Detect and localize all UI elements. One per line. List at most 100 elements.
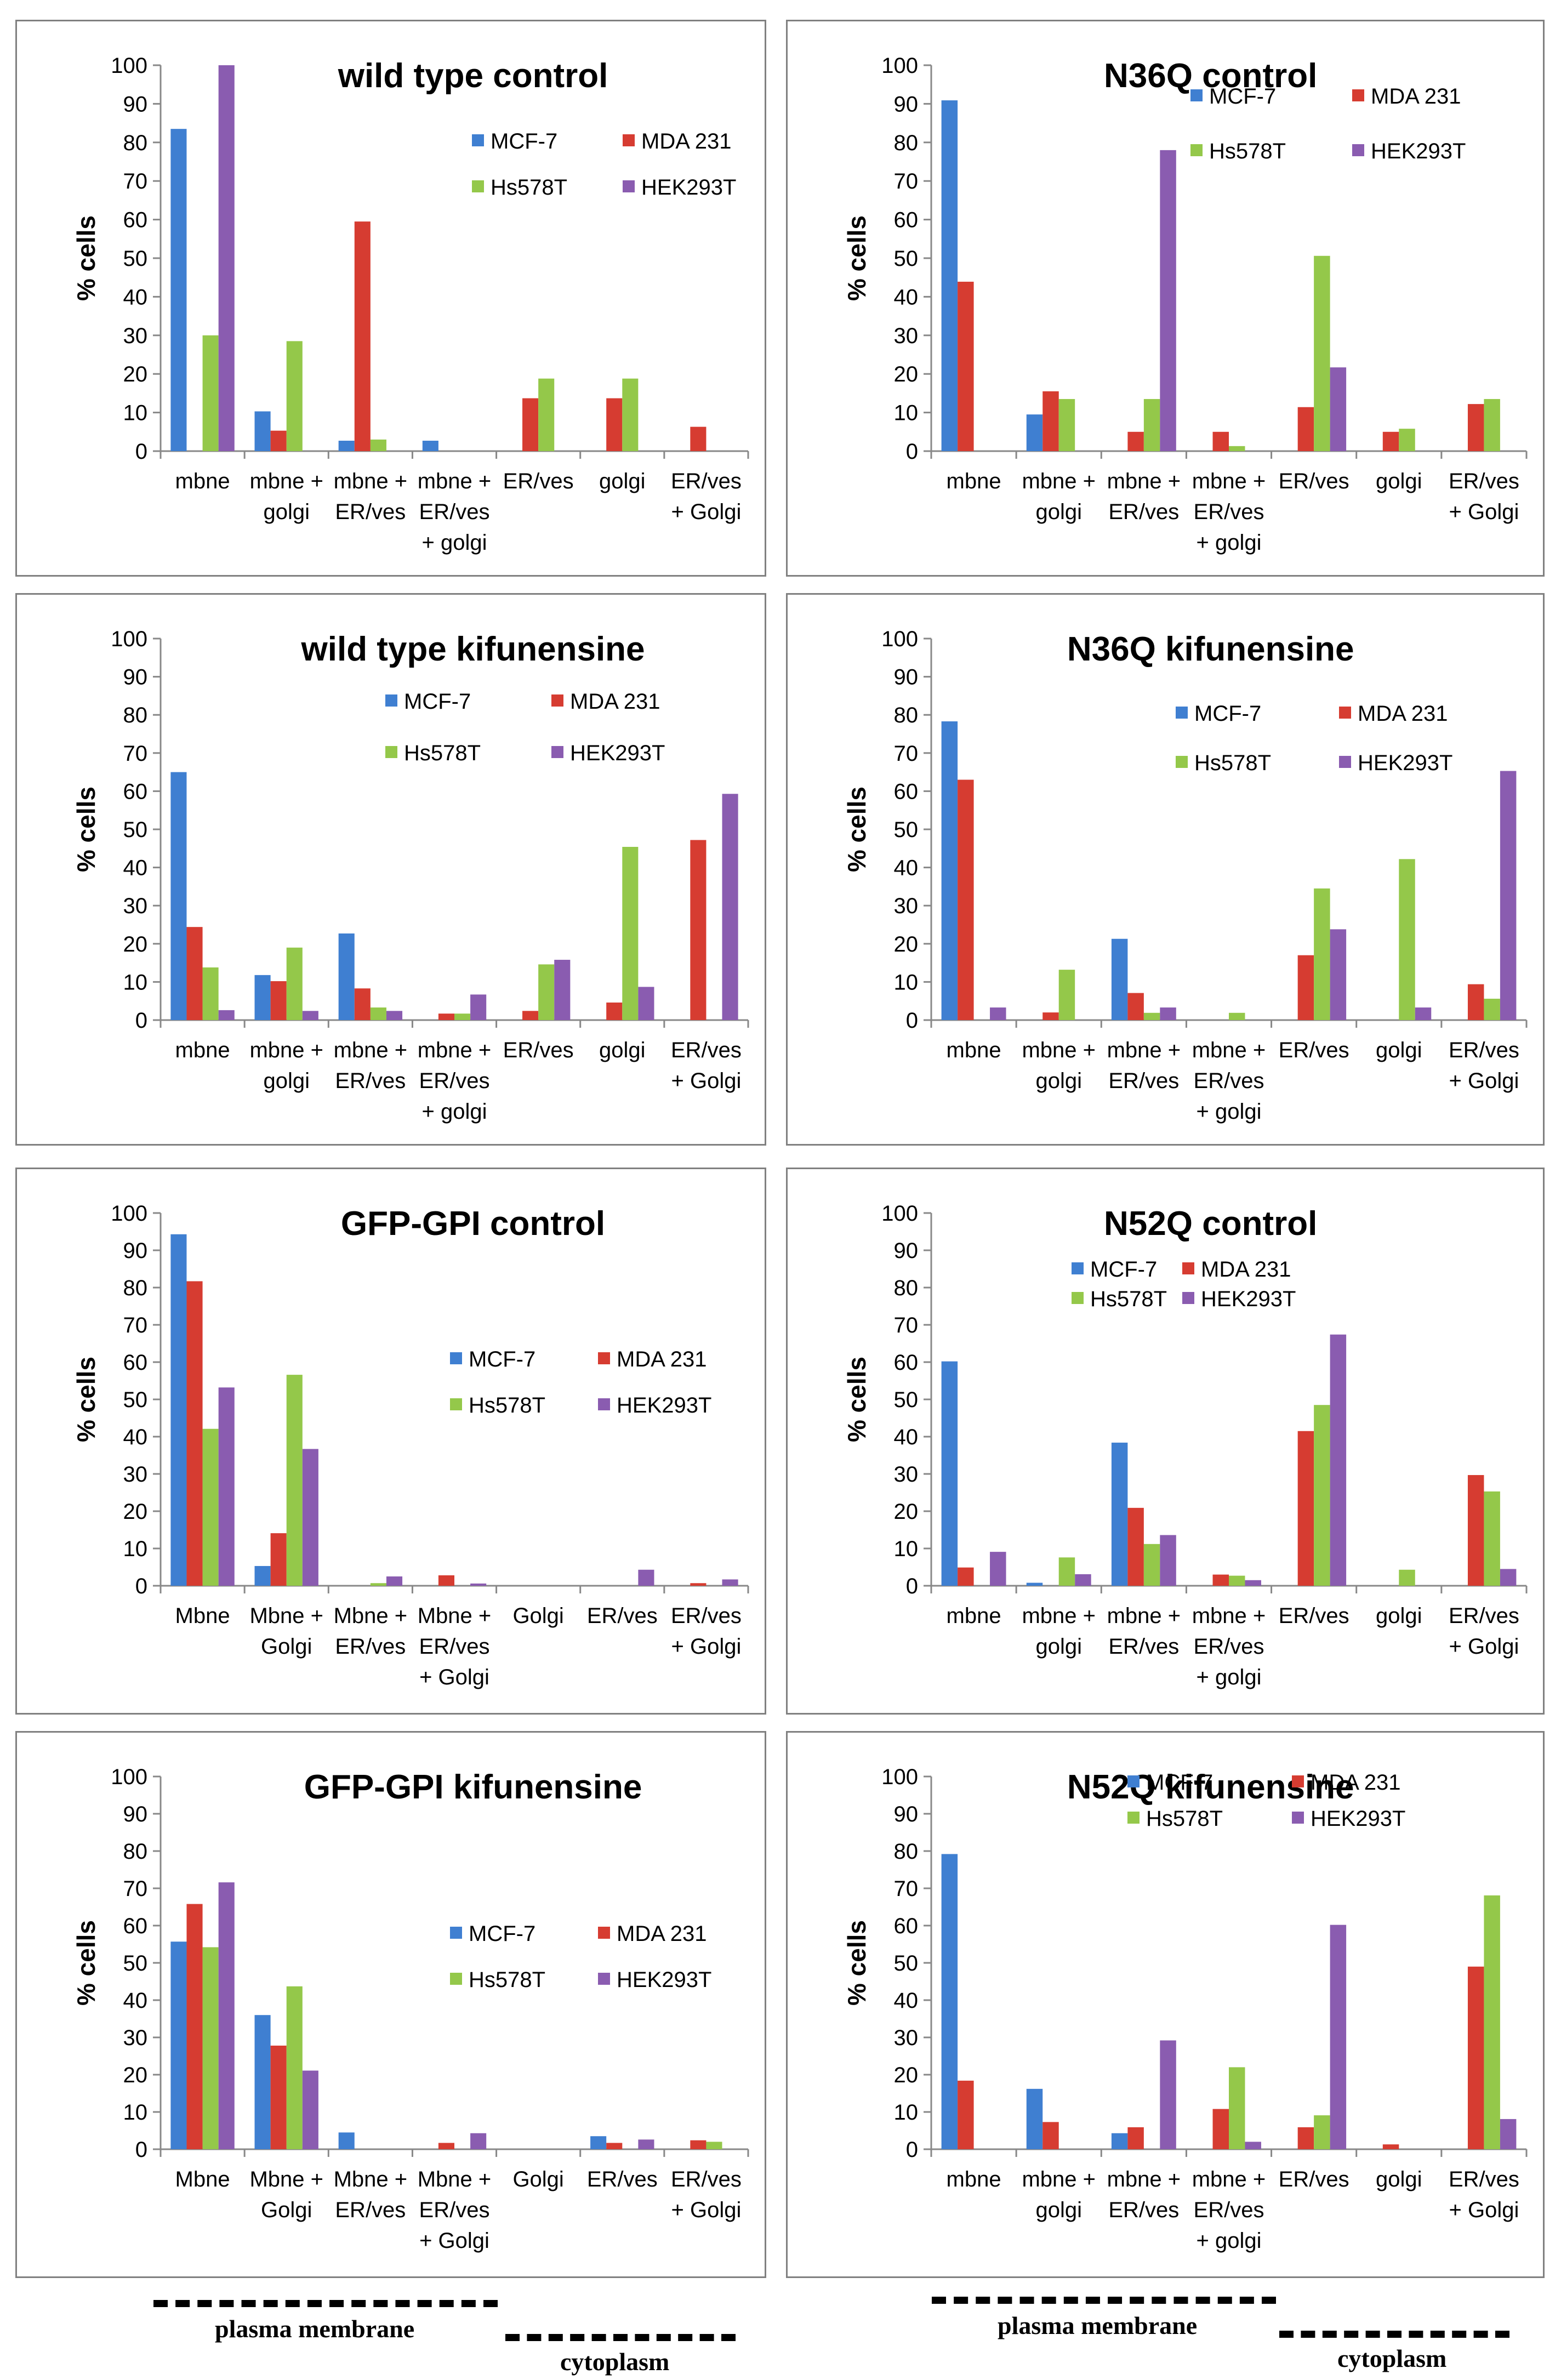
legend-swatch-mcf-7 [450,1927,462,1939]
y-tick-label: 60 [123,779,148,804]
y-tick-label: 20 [894,2063,919,2087]
chart-title: GFP-GPI kifunensine [304,1768,642,1806]
legend-label-hs578t: Hs578T [469,1968,545,1992]
bar-hek293t [1500,771,1517,1020]
bar-mcf-7 [590,2136,607,2149]
y-tick-label: 90 [894,1802,919,1826]
chart-panel: 0 10 20 30 40 50 60 70 80 90 100 % cells N52Q kifune… [786,1731,1545,2278]
x-category-label: mbne + golgi [249,469,323,524]
legend-label-hek293t: HEK293T [641,175,736,200]
y-tick-label: 100 [881,1765,918,1789]
bar-hek293t [1075,1574,1091,1586]
bar-mda-231 [186,927,203,1020]
bar-hek293t [218,1387,235,1586]
bar-hek293t [990,1552,1006,1586]
bar-hek293t [1330,367,1347,451]
x-category-label: ER/ves + Golgi [671,1038,742,1093]
bar-hs578t [370,439,386,451]
chart-title: N36Q control [1104,57,1317,95]
bar-hek293t [638,987,654,1020]
legend-swatch-hek293t [598,1973,610,1985]
x-category-label: mbne [947,2167,1001,2191]
legend-swatch-mcf-7 [472,134,484,146]
chart-svg: 0 10 20 30 40 50 60 70 80 90 100 % cells N36Q kifune… [842,627,1528,1124]
bar-mda-231 [438,1575,454,1586]
bar-mda-231 [1127,431,1144,451]
y-tick-label: 0 [135,2138,147,2162]
legend-swatch-hs578t [1072,1292,1084,1304]
bar-hs578t [286,1375,303,1586]
y-tick-label: 20 [123,932,148,956]
chart-panel: 0 10 20 30 40 50 60 70 80 90 100 % cells GFP-GPI kif… [15,1731,766,2278]
x-category-label: ER/ves + Golgi [671,469,742,524]
x-category-label: mbne + golgi [1022,1038,1096,1093]
bar-mda-231 [1382,2144,1399,2149]
x-category-label: mbne [947,1604,1001,1628]
x-category-label: ER/ves [587,1604,658,1628]
x-category-label: ER/ves [1279,2167,1349,2191]
chart-title: GFP-GPI control [341,1205,605,1243]
legend-label-mcf-7: MCF-7 [491,129,557,153]
bar-mcf-7 [941,100,958,452]
legend-swatch-hek293t [598,1398,610,1410]
x-category-label: mbne [947,469,1001,493]
bar-mda-231 [1297,955,1314,1020]
legend-label-hs578t: Hs578T [1146,1807,1223,1831]
bar-hek293t [1160,150,1176,451]
bar-hek293t [1160,1007,1176,1020]
bar-hs578t [1484,999,1500,1020]
y-tick-label: 50 [123,1388,148,1412]
bar-mcf-7 [1026,1582,1043,1586]
bar-hek293t [722,1579,738,1586]
y-tick-label: 90 [894,1239,919,1263]
bar-mcf-7 [170,1941,187,2149]
x-category-label: mbne + ER/ves + golgi [418,1038,492,1124]
bar-hs578t [538,964,555,1020]
bar-mda-231 [606,398,623,451]
bar-hs578t [454,1014,471,1020]
legend-label-mda-231: MDA 231 [1371,84,1461,109]
legend-swatch-mda-231 [598,1352,610,1364]
bar-hek293t [1330,1334,1347,1586]
cytoplasm-bracket-left [505,2334,736,2341]
cytoplasm-bracket-right [1279,2331,1509,2338]
bar-hek293t [302,1011,318,1020]
x-category-label: ER/ves + Golgi [1449,1604,1519,1659]
legend-swatch-mda-231 [623,134,635,146]
x-category-label: Golgi [512,2167,563,2191]
x-category-label: ER/ves [503,1038,574,1062]
chart-panel: 0 10 20 30 40 50 60 70 80 90 100 % cells wild type k… [15,593,766,1146]
bar-mda-231 [1297,407,1314,451]
bar-mcf-7 [338,2132,355,2149]
y-tick-label: 20 [123,362,148,386]
bar-mcf-7 [170,1234,187,1586]
y-tick-label: 90 [123,1239,148,1263]
x-category-label: Mbne + ER/ves + Golgi [418,2167,492,2253]
y-tick-label: 70 [123,169,148,193]
x-category-label: ER/ves + Golgi [1449,2167,1519,2222]
legend-label-mda-231: MDA 231 [1358,702,1448,726]
bar-hs578t [202,967,219,1020]
y-tick-label: 40 [894,1425,919,1449]
y-tick-label: 0 [135,440,147,464]
y-tick-label: 70 [123,1877,148,1901]
y-tick-label: 10 [894,2100,919,2125]
x-category-label: golgi [1376,469,1422,493]
legend-label-hek293t: HEK293T [1371,139,1466,163]
y-tick-label: 50 [894,1951,919,1975]
bar-mda-231 [270,430,287,451]
legend-swatch-hek293t [1182,1292,1194,1304]
bar-hs578t [622,847,639,1020]
bar-hek293t [722,794,738,1020]
legend-swatch-hs578t [450,1973,462,1985]
x-category-label: golgi [1376,1604,1422,1628]
legend-swatch-mda-231 [1352,89,1364,101]
legend-label-mda-231: MDA 231 [1311,1770,1401,1795]
bar-hs578t [1143,398,1160,451]
bar-hek293t [1245,2142,1261,2149]
bar-hek293t [386,1011,403,1020]
y-tick-label: 100 [111,54,147,78]
legend-label-mcf-7: MCF-7 [469,1347,535,1371]
legend-swatch-mcf-7 [1176,707,1188,719]
y-tick-label: 30 [894,894,919,918]
